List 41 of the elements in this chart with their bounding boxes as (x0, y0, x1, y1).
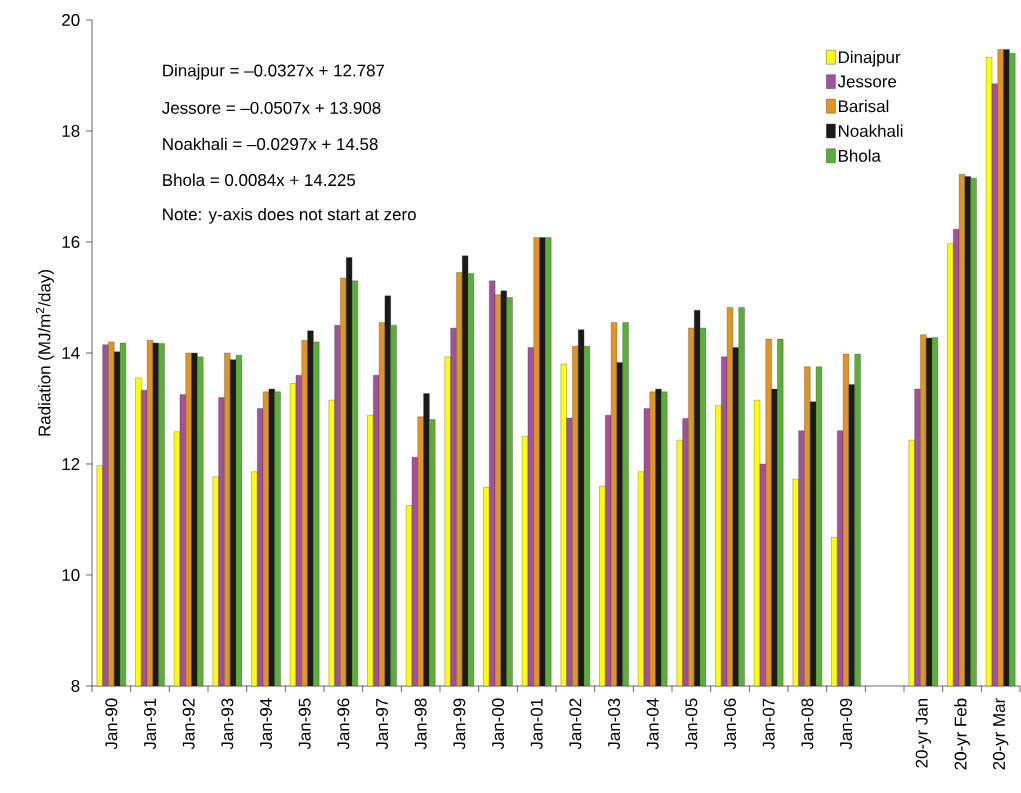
x-tick-label: 20-yr Mar (993, 698, 1009, 770)
x-tick-label: Jan-09 (840, 698, 853, 750)
legend-label: Bhola (838, 149, 881, 162)
y-tick-label: 18 (62, 124, 80, 137)
x-tick-label: 20-yr Feb (954, 698, 970, 770)
x-tick-label: Jan-02 (569, 698, 582, 750)
x-tick-label: Jan-07 (762, 698, 775, 750)
legend-label: Dinajpur (838, 50, 901, 67)
x-tick-label: Jan-92 (182, 698, 195, 750)
x-tick-label: Jan-96 (337, 698, 350, 750)
y-tick-label: 16 (62, 235, 80, 248)
y-tick-label: 10 (62, 568, 80, 581)
x-tick-label: Jan-00 (492, 698, 505, 750)
y-tick-label: 14 (62, 347, 80, 359)
x-tick-label: Jan-94 (260, 698, 273, 750)
x-tick-label: Jan-06 (724, 698, 737, 750)
x-tick-label: Jan-91 (144, 698, 157, 750)
x-tick-label: Jan-98 (414, 698, 427, 750)
y-axis-title: Radiation (MJ/m$^{2}$/day) (35, 270, 54, 436)
x-tick-label: Jan-93 (221, 698, 234, 750)
annotation: Noakhali = –0.0297x + 14.58 (163, 137, 378, 151)
x-tick-label: Jan-08 (801, 698, 814, 750)
x-tick-label: Jan-01 (530, 698, 543, 750)
x-tick-label: Jan-95 (298, 698, 311, 750)
y-tick-label: 8 (71, 679, 80, 692)
annotation: Bhola = 0.0084x + 14.225 (163, 173, 356, 187)
legend-label: Jessore (837, 75, 897, 88)
x-tick-label: Jan-04 (646, 698, 659, 750)
annotation: Dinajpur = –0.0327x + 12.787 (163, 64, 385, 80)
x-tick-label: Jan-90 (105, 698, 118, 750)
annotation: Jessore = –0.0507x + 13.908 (162, 101, 381, 114)
x-tick-label: Jan-03 (608, 698, 621, 750)
x-tick-label: Jan-97 (376, 698, 389, 750)
annotation: Note: y-axis does not start at zero (163, 207, 416, 224)
x-tick-label: Jan-05 (685, 698, 698, 750)
y-tick-label: 20 (62, 13, 80, 26)
y-tick-label: 12 (62, 458, 80, 470)
legend-label: Barisal (838, 99, 889, 113)
x-tick-label: Jan-99 (453, 698, 466, 750)
x-tick-label: 20-yr Jan (915, 698, 932, 768)
legend-label: Noakhali (838, 124, 903, 138)
